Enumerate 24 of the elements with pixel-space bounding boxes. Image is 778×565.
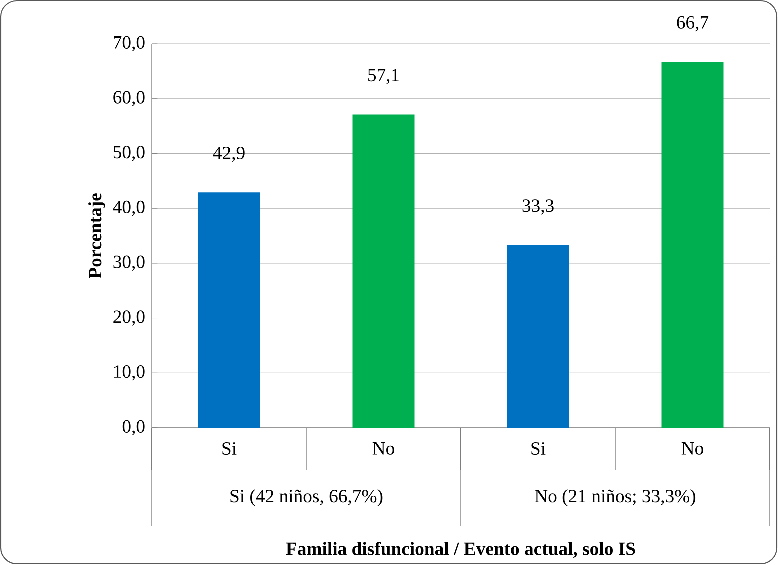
y-tick-label: 50,0 (114, 146, 145, 162)
bar (352, 114, 415, 428)
y-tick-label: 40,0 (113, 200, 145, 216)
x-axis-title: Familia disfuncional / Evento actual, solo IS (286, 542, 636, 558)
data-label: 33,3 (522, 200, 554, 215)
y-tick-label: 10,0 (114, 365, 145, 381)
data-label: 42,9 (213, 146, 245, 162)
y-tick-label: 60,0 (114, 91, 145, 106)
y-tick-label: 0,0 (122, 420, 145, 436)
y-tick-label: 20,0 (114, 310, 145, 326)
y-tick-label: 70,0 (114, 36, 145, 52)
y-tick-label: 30,0 (114, 256, 145, 272)
data-label: 57,1 (368, 69, 399, 84)
bar (662, 62, 724, 428)
text: Si (42 niños, 66,7%) (230, 490, 383, 506)
y-axis-title: Porcentaje (88, 194, 106, 279)
x-tick-label: No (682, 442, 704, 455)
bar (507, 245, 570, 428)
data-label: 66,7 (677, 16, 709, 32)
x-tick-label: No (372, 442, 394, 455)
x-tick-label: Si (532, 442, 546, 456)
text: No (21 niños; 33,3%) (535, 490, 696, 506)
bar (198, 192, 260, 428)
x-tick-label: Si (222, 442, 237, 456)
